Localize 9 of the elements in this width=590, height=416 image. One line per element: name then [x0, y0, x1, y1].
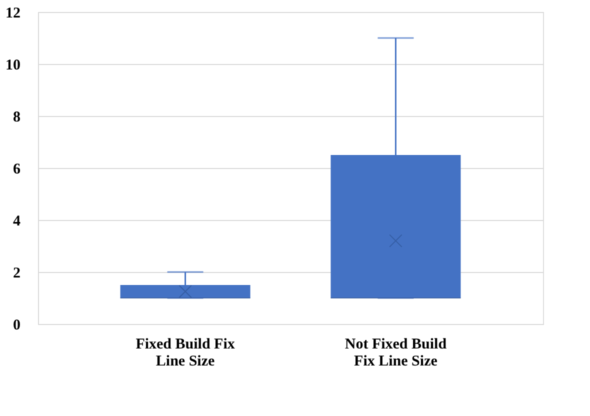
y-tick-label: 12	[6, 6, 20, 22]
y-tick-label: 10	[6, 58, 20, 74]
y-tick-label: 6	[13, 162, 21, 178]
y-tick-label: 0	[13, 318, 20, 334]
y-tick-label: 4	[13, 214, 21, 230]
y-tick-label: 8	[13, 110, 20, 126]
y-tick-label: 2	[13, 266, 20, 282]
x-tick-label: Fixed Build Fix Line Size	[136, 336, 236, 370]
x-tick-label: Not Fixed Build Fix Line Size	[344, 336, 448, 370]
